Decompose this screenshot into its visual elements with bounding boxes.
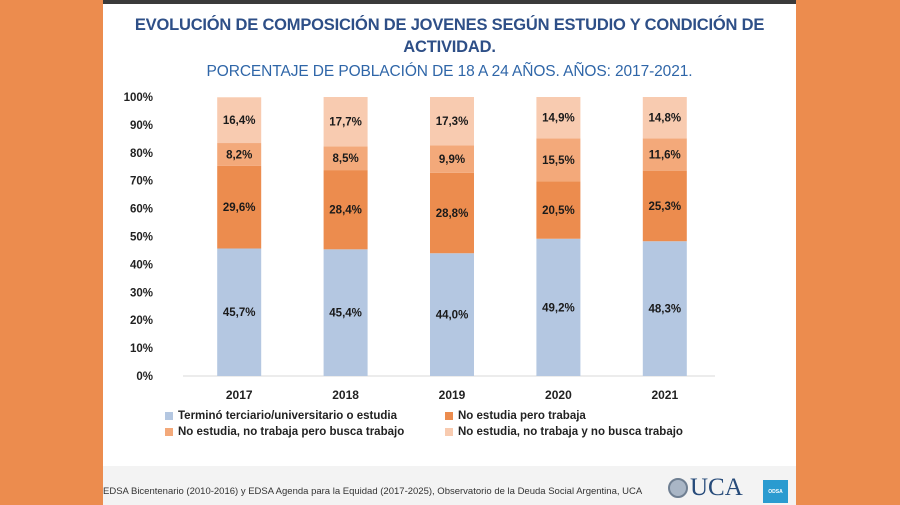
legend-label: No estudia pero trabaja <box>458 410 586 422</box>
data-label: 15,5% <box>542 155 575 167</box>
bar-segment-2018-s1 <box>323 170 368 250</box>
bar-segment-2017-s1 <box>217 165 262 249</box>
data-label: 9,9% <box>439 154 465 166</box>
legend-swatch <box>445 428 453 436</box>
data-label: 45,7% <box>223 307 256 319</box>
bar-segment-2021-s2 <box>642 138 687 171</box>
chart-title-line1: EVOLUCIÓN DE COMPOSICIÓN DE JOVENES SEGÚ… <box>134 16 765 34</box>
legend-swatch <box>165 412 173 420</box>
data-label: 25,3% <box>648 201 681 213</box>
legend-label: No estudia, no trabaja y no busca trabaj… <box>458 426 683 438</box>
uca-logo: UCA <box>668 475 743 501</box>
data-label: 17,3% <box>436 116 469 128</box>
chart-title: EVOLUCIÓN DE COMPOSICIÓN DE JOVENES SEGÚ… <box>103 14 796 58</box>
x-tick-label: 2021 <box>651 388 678 402</box>
x-tick-label: 2017 <box>226 388 253 402</box>
y-tick-label: 70% <box>130 176 153 188</box>
y-tick-label: 100% <box>124 92 153 104</box>
chart-subtitle: PORCENTAJE DE POBLACIÓN DE 18 A 24 AÑOS.… <box>206 63 693 80</box>
data-label: 28,4% <box>329 205 362 217</box>
bar-segment-2021-s0 <box>642 241 687 376</box>
data-label: 14,8% <box>648 113 681 125</box>
legend-item-trabaja: No estudia pero trabaja <box>445 410 725 422</box>
data-label: 16,4% <box>223 115 256 127</box>
y-tick-label: 40% <box>130 259 153 271</box>
data-label: 11,6% <box>649 149 681 161</box>
legend-label: No estudia, no trabaja pero busca trabaj… <box>178 426 405 438</box>
x-tick-label: 2018 <box>332 388 359 402</box>
bar-segment-2019-s3 <box>430 97 474 146</box>
bar-segment-2020-s0 <box>536 238 581 376</box>
data-label: 20,5% <box>542 205 575 217</box>
bar-segment-2020-s2 <box>536 138 581 182</box>
y-tick-label: 50% <box>130 232 153 244</box>
uca-logo-text: UCA <box>690 474 743 501</box>
y-tick-label: 80% <box>130 148 153 160</box>
bar-segment-2017-s0 <box>217 248 262 376</box>
data-label: 44,0% <box>436 310 469 322</box>
bar-segment-2018-s0 <box>323 249 368 376</box>
data-label: 8,2% <box>226 149 252 161</box>
slide: EVOLUCIÓN DE COMPOSICIÓN DE JOVENES SEGÚ… <box>103 0 796 505</box>
y-tick-label: 20% <box>130 315 153 327</box>
legend-item-estudia: Terminó terciario/universitario o estudi… <box>165 410 445 422</box>
y-tick-label: 90% <box>130 120 153 132</box>
data-label: 28,8% <box>436 208 469 220</box>
legend-label: Terminó terciario/universitario o estudi… <box>178 410 397 422</box>
bar-segment-2018-s2 <box>323 146 368 171</box>
x-tick-label: 2020 <box>545 388 572 402</box>
stacked-bar-chart: 0% 10% 20% 30% 40% 50% 60% 70% 80% 90% 100% 45,7% 29… <box>124 92 715 402</box>
data-label: 45,4% <box>329 308 362 320</box>
data-label: 14,9% <box>542 113 575 125</box>
bar-segment-2020-s3 <box>536 97 581 139</box>
bar-segment-2019-s2 <box>430 145 474 173</box>
source-note: EDSA Bicentenario (2010-2016) y EDSA Age… <box>103 486 643 497</box>
uca-seal-icon <box>668 478 688 498</box>
legend-item-no-busca-trabajo: No estudia, no trabaja y no busca trabaj… <box>445 426 725 438</box>
bar-segment-2019-s1 <box>430 172 474 254</box>
bar-segment-2018-s3 <box>323 97 368 147</box>
bar-segment-2020-s1 <box>536 181 581 239</box>
y-tick-label: 60% <box>130 204 153 216</box>
data-label: 17,7% <box>329 117 362 129</box>
odsa-badge: ODSA <box>763 480 788 503</box>
bar-segment-2017-s2 <box>217 143 262 166</box>
data-label: 29,6% <box>223 202 256 214</box>
x-tick-label: 2019 <box>439 388 466 402</box>
y-tick-label: 0% <box>136 371 153 383</box>
data-label: 49,2% <box>542 302 575 314</box>
footer: EDSA Bicentenario (2010-2016) y EDSA Age… <box>103 466 796 505</box>
y-tick-label: 30% <box>130 287 153 299</box>
bar-segment-2017-s3 <box>217 97 262 144</box>
y-tick-label: 10% <box>130 343 153 355</box>
bar-segment-2021-s1 <box>642 170 687 242</box>
legend-swatch <box>445 412 453 420</box>
legend: Terminó terciario/universitario o estudi… <box>165 410 725 438</box>
data-label: 48,3% <box>648 304 681 316</box>
data-label: 8,5% <box>332 153 358 165</box>
bar-segment-2019-s0 <box>430 253 474 376</box>
chart-title-line2: ACTIVIDAD. <box>403 38 496 56</box>
legend-item-busca-trabajo: No estudia, no trabaja pero busca trabaj… <box>165 426 445 438</box>
legend-swatch <box>165 428 173 436</box>
bar-segment-2021-s3 <box>642 97 687 139</box>
